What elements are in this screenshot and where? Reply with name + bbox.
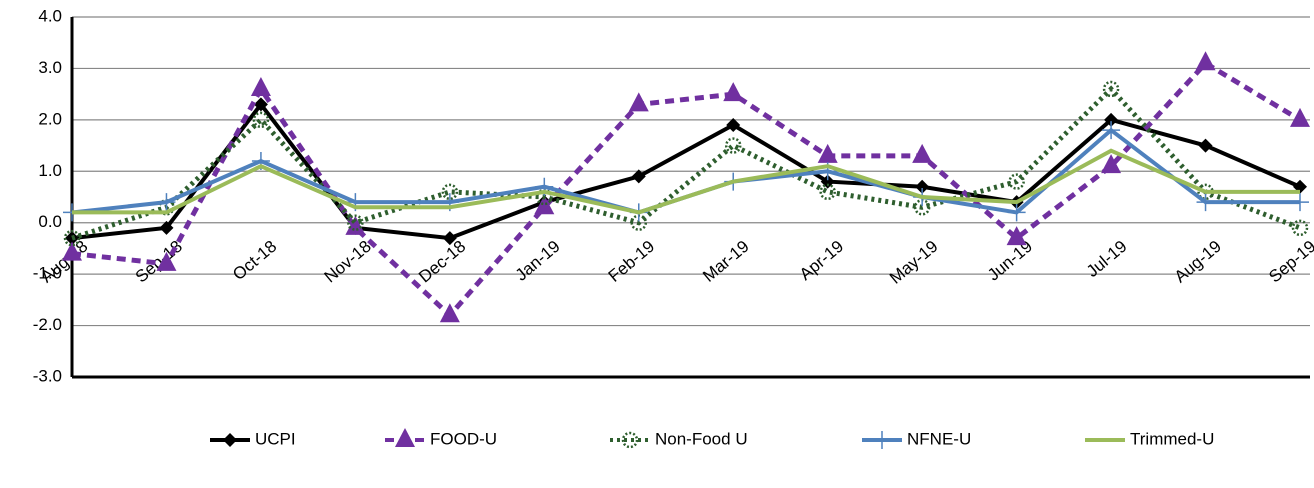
y-tick-label: 3.0 — [38, 58, 62, 77]
y-tick-label: -3.0 — [33, 366, 62, 385]
x-tick-label: Sep-19 — [1265, 237, 1314, 287]
x-tick-label: Oct-18 — [229, 237, 280, 284]
marker — [819, 183, 836, 201]
marker — [1102, 121, 1121, 140]
marker — [1290, 107, 1310, 127]
y-tick-label: 4.0 — [38, 6, 62, 25]
marker — [1198, 138, 1213, 153]
y-tick-label: -1.0 — [33, 264, 62, 283]
marker — [817, 143, 838, 163]
x-tick-label: Jan-19 — [512, 237, 564, 285]
x-tick-label: Mar-19 — [699, 237, 752, 286]
series-line — [71, 60, 1302, 319]
marker — [1196, 193, 1215, 212]
x-tick-label: Apr-19 — [796, 237, 847, 284]
marker — [873, 431, 891, 449]
marker — [726, 118, 741, 132]
x-tick-label: May-19 — [886, 237, 942, 288]
marker — [1007, 203, 1026, 222]
marker — [1008, 173, 1025, 190]
marker — [253, 97, 268, 112]
marker — [1291, 193, 1309, 212]
series-line — [72, 148, 1300, 215]
x-tick-label: Feb-19 — [605, 237, 658, 286]
x-tick-label: Aug-19 — [1171, 237, 1225, 287]
marker — [1102, 80, 1120, 98]
x-tick-label: Dec-18 — [415, 237, 469, 287]
marker — [621, 431, 639, 449]
marker — [157, 193, 176, 212]
marker — [631, 169, 646, 184]
legend-label: NFNE-U — [907, 429, 971, 448]
legend-label: UCPI — [255, 429, 296, 448]
marker — [441, 183, 459, 201]
marker — [395, 428, 415, 447]
marker — [1291, 219, 1309, 237]
series-line — [71, 101, 1301, 241]
legend-label: Trimmed-U — [1130, 429, 1214, 448]
marker — [442, 231, 457, 246]
y-tick-label: 2.0 — [38, 109, 62, 128]
marker — [345, 215, 366, 235]
y-tick-label: -2.0 — [33, 315, 62, 334]
marker — [156, 251, 177, 271]
series-line — [71, 85, 1301, 241]
legend-label: Non-Food U — [655, 429, 748, 448]
marker — [223, 433, 237, 447]
x-tick-label: Aug-18 — [37, 237, 91, 287]
legend-label: FOOD-U — [430, 429, 497, 448]
marker — [1195, 51, 1216, 71]
marker — [723, 82, 744, 102]
marker — [915, 179, 930, 194]
marker — [62, 241, 82, 261]
marker — [159, 220, 174, 235]
marker — [347, 214, 364, 231]
marker — [1006, 226, 1027, 246]
y-tick-label: 0.0 — [38, 212, 62, 231]
marker — [252, 111, 270, 129]
marker — [250, 77, 271, 96]
marker — [724, 137, 742, 154]
marker — [1101, 154, 1122, 174]
x-tick-label: Nov-18 — [321, 237, 375, 287]
marker — [63, 229, 81, 247]
y-tick-label: 1.0 — [38, 161, 62, 180]
marker — [534, 195, 555, 215]
marker — [912, 143, 933, 163]
marker — [1104, 112, 1119, 127]
marker — [439, 303, 460, 323]
marker — [628, 92, 649, 112]
